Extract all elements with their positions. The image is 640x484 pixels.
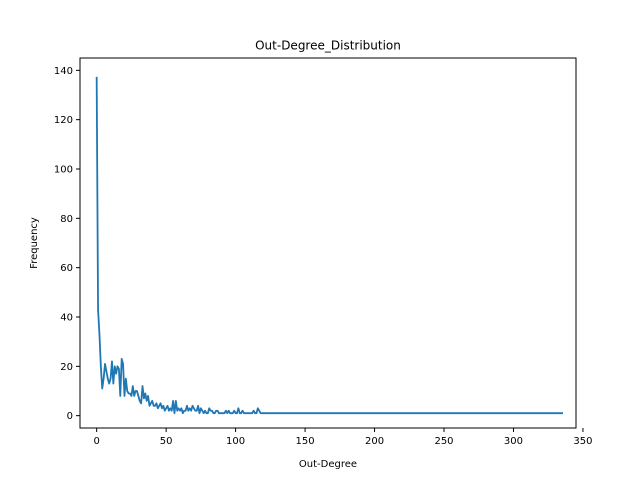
axes-frame <box>79 57 577 429</box>
y-tick-label: 20 <box>60 362 73 373</box>
series-line-0 <box>95 76 564 415</box>
x-tick-label: 150 <box>296 436 315 447</box>
x-tick-label: 200 <box>365 436 384 447</box>
y-tick-label: 40 <box>60 313 73 324</box>
x-tick-label: 0 <box>93 436 99 447</box>
y-tick-label: 140 <box>54 66 73 77</box>
axes-background <box>80 58 576 428</box>
plot-area <box>79 57 577 429</box>
x-tick-label: 300 <box>504 436 523 447</box>
x-tick-label: 350 <box>573 436 592 447</box>
x-tick-label: 50 <box>160 436 173 447</box>
y-tick-label: 80 <box>60 214 73 225</box>
y-tick-label: 100 <box>54 165 73 176</box>
x-axis-ticks: 0 50 100 150 200 250 300 350 <box>93 428 592 447</box>
y-axis-ticks: 0 20 40 60 80 100 120 140 <box>54 66 80 422</box>
y-axis-label: Frequency <box>29 217 40 269</box>
y-tick-label: 120 <box>54 115 73 126</box>
x-tick-label: 100 <box>226 436 245 447</box>
y-tick-label: 0 <box>67 411 73 422</box>
y-tick-label: 60 <box>60 263 73 274</box>
chart-title: Out-Degree_Distribution <box>255 39 401 53</box>
x-axis-label: Out-Degree <box>299 459 357 470</box>
x-tick-label: 250 <box>434 436 453 447</box>
